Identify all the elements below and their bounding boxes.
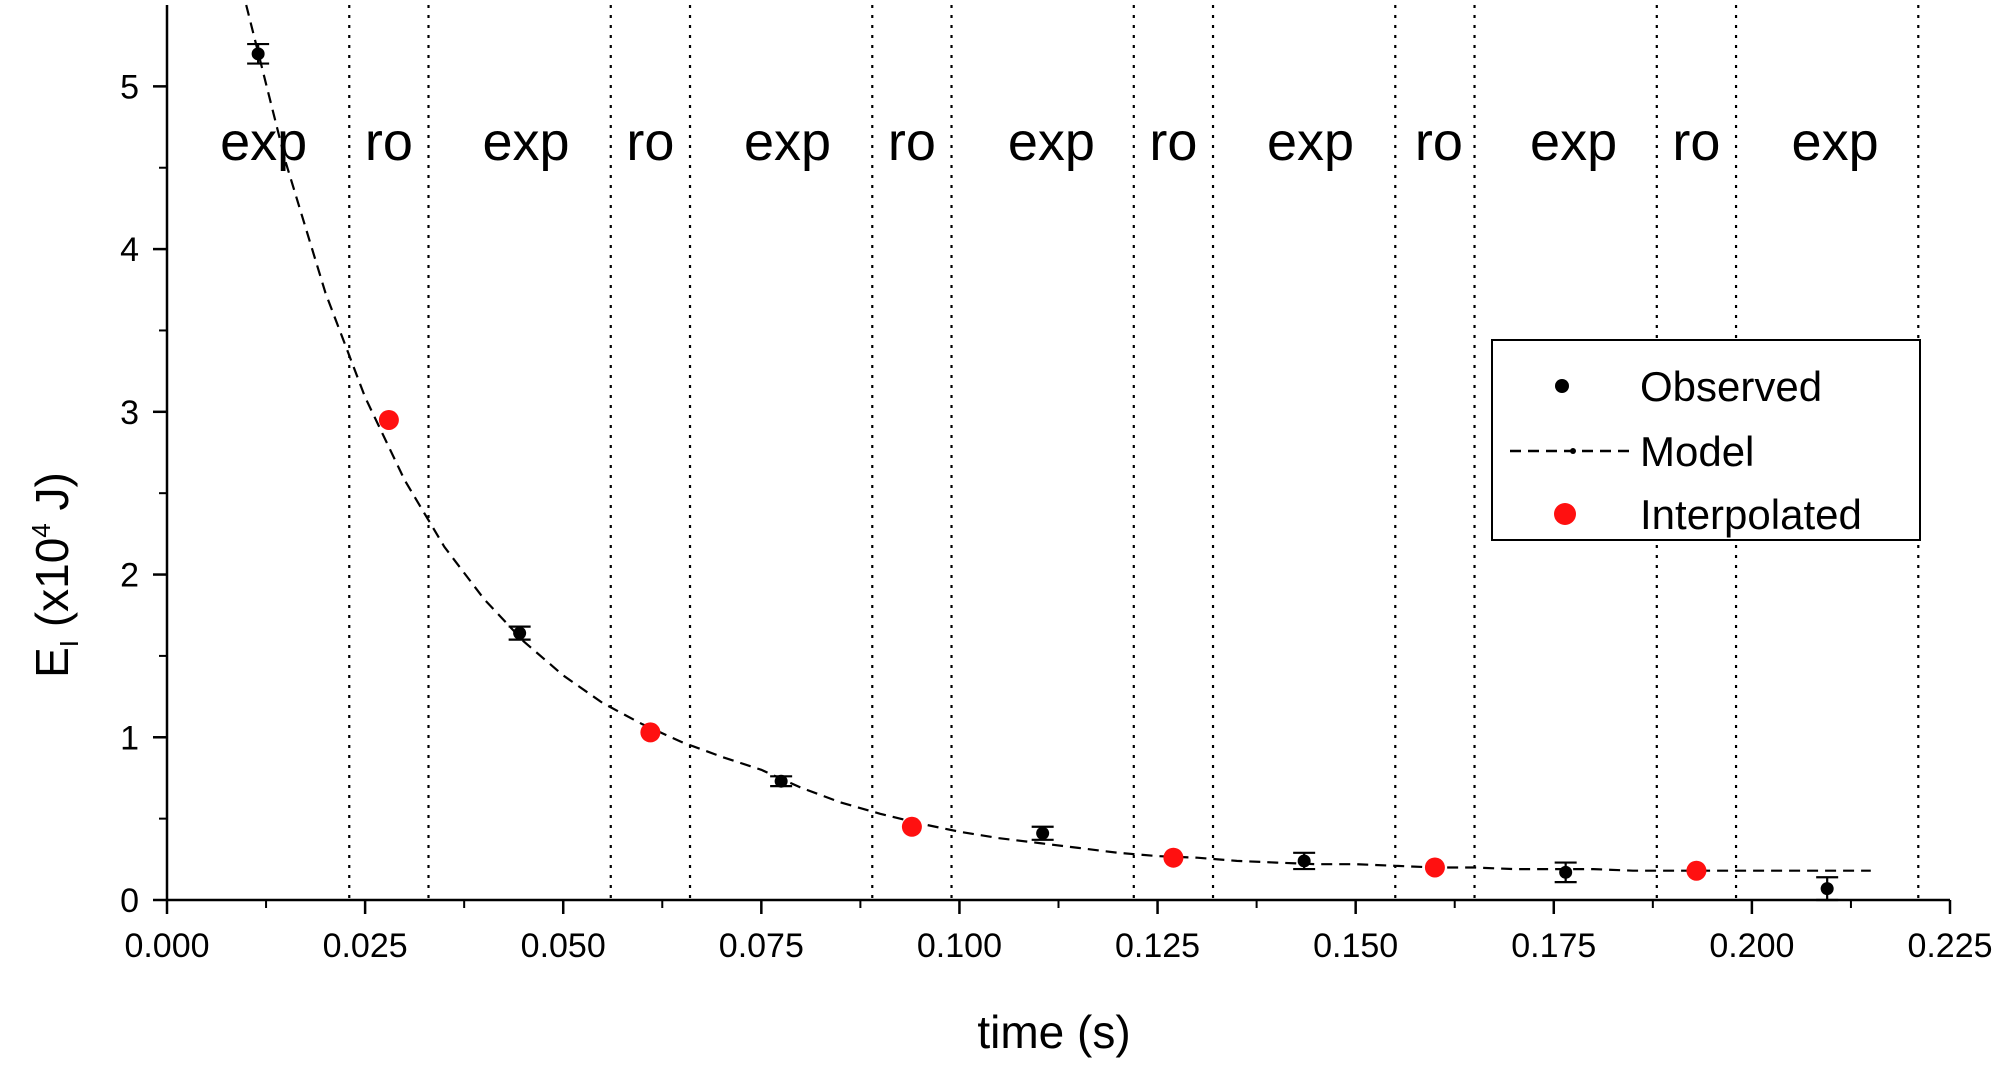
legend-model-marker	[1570, 448, 1576, 454]
observed-point	[251, 47, 265, 61]
interpolated-point	[378, 409, 399, 430]
x-tick-label: 0.225	[1907, 927, 1992, 965]
x-tick-label: 0.200	[1709, 927, 1794, 965]
region-label: exp	[744, 112, 831, 172]
y-tick-label: 3	[120, 394, 139, 432]
y-axis-label-base: E	[26, 647, 78, 678]
observed-point	[1036, 826, 1050, 840]
region-label: ro	[1415, 112, 1463, 172]
legend-observed-marker	[1555, 379, 1569, 393]
y-axis-label: EI (x104 J)	[26, 472, 84, 678]
observed-series	[247, 42, 1839, 902]
observed-point	[513, 626, 527, 640]
interpolated-point	[901, 816, 922, 837]
region-label: ro	[365, 112, 413, 172]
region-label: ro	[626, 112, 674, 172]
x-tick-label: 0.000	[124, 927, 209, 965]
interpolated-point	[640, 722, 661, 743]
region-label: exp	[220, 112, 307, 172]
x-axis-ticks: 0.000 0.025 0.050 0.075 0.100 0.125 0.150 0.175…	[124, 900, 1993, 965]
region-label: exp	[1267, 112, 1354, 172]
interpolated-point	[1424, 857, 1445, 878]
y-tick-label: 5	[120, 68, 139, 106]
region-label: exp	[1530, 112, 1617, 172]
y-tick-label: 2	[120, 557, 139, 595]
x-axis-label: time (s)	[977, 1006, 1130, 1058]
y-axis-label-subscript: I	[54, 640, 84, 647]
interpolated-point	[1686, 860, 1707, 881]
x-tick-label: 0.100	[917, 927, 1002, 965]
region-label: exp	[1792, 112, 1879, 172]
region-labels: exp ro exp ro exp ro exp ro exp ro exp ro exp	[220, 112, 1878, 172]
region-label: exp	[482, 112, 569, 172]
observed-point	[774, 774, 788, 788]
legend-observed-label: Observed	[1640, 363, 1822, 410]
x-tick-label: 0.050	[521, 927, 606, 965]
observed-point	[1559, 865, 1573, 879]
observed-point	[1820, 882, 1834, 896]
x-tick-label: 0.075	[719, 927, 804, 965]
interpolated-series	[378, 409, 1707, 881]
region-label: ro	[888, 112, 936, 172]
legend-interpolated-label: Interpolated	[1640, 491, 1862, 538]
y-axis-ticks: 0 1 2 3 4 5	[120, 68, 167, 920]
interpolated-point	[1163, 847, 1184, 868]
x-tick-label: 0.125	[1115, 927, 1200, 965]
y-tick-label: 4	[120, 231, 139, 269]
region-label: exp	[1008, 112, 1095, 172]
y-tick-label: 1	[120, 719, 139, 757]
region-label: ro	[1149, 112, 1197, 172]
y-tick-label: 0	[120, 882, 139, 920]
x-tick-label: 0.025	[323, 927, 408, 965]
region-label: ro	[1672, 112, 1720, 172]
x-tick-label: 0.150	[1313, 927, 1398, 965]
y-axis-label-end: J)	[26, 472, 78, 523]
y-axis-label-superscript: 4	[26, 523, 56, 537]
x-tick-label: 0.175	[1511, 927, 1596, 965]
observed-point	[1297, 854, 1311, 868]
y-axis-label-middle: (x10	[26, 538, 78, 640]
legend-model-label: Model	[1640, 428, 1754, 475]
legend: Observed Model Interpolated	[1491, 339, 1921, 541]
legend-interpolated-marker	[1554, 503, 1576, 525]
